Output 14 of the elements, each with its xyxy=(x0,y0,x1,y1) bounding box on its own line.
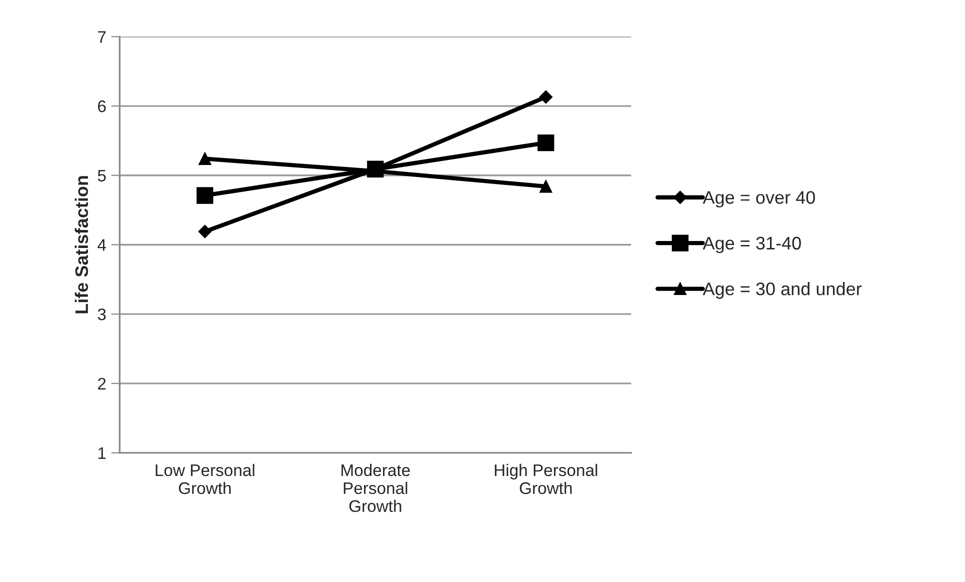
y-axis-title: Life Satisfaction xyxy=(74,176,88,314)
x-tick-label: Low Personal Growth xyxy=(156,464,254,494)
y-tick-label: 1 xyxy=(98,447,106,459)
legend-label: Age = over 40 xyxy=(702,191,815,208)
y-tick-label: 6 xyxy=(98,100,106,112)
x-tick-label: Moderate Personal Growth xyxy=(342,464,410,512)
y-tick-label: 2 xyxy=(98,378,106,390)
legend-label: Age = 31-40 xyxy=(702,236,801,254)
legend-label: Age = 30 and under xyxy=(702,282,862,299)
y-tick-label: 4 xyxy=(98,239,106,251)
y-tick-label: 7 xyxy=(98,31,106,43)
y-tick-label: 3 xyxy=(98,308,106,320)
y-tick-label: 5 xyxy=(98,170,106,182)
x-tick-label: High Personal Growth xyxy=(494,464,598,494)
